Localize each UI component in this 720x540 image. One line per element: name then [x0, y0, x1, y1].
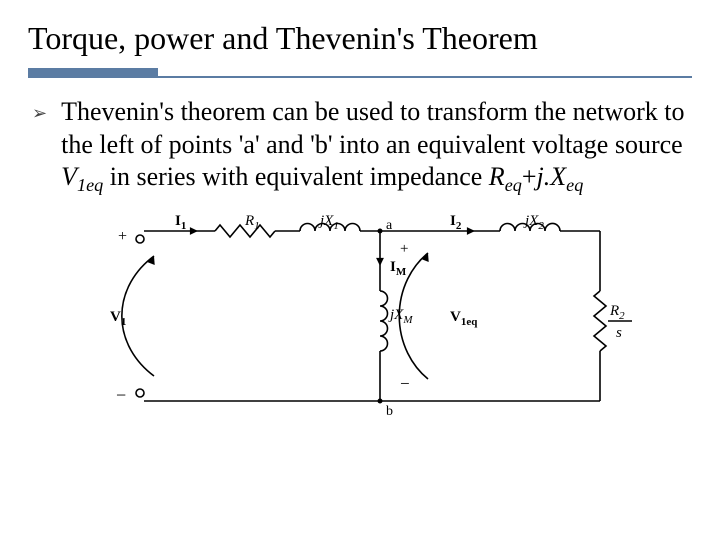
svg-text:V1: V1 [110, 309, 126, 328]
svg-text:V1eq: V1eq [450, 309, 478, 328]
svg-text:IM: IM [390, 259, 407, 278]
svg-text:+: + [118, 228, 127, 245]
underline-thick [28, 68, 158, 78]
svg-text:s: s [616, 325, 622, 341]
svg-text:−: − [116, 385, 126, 405]
svg-text:jXM: jXM [388, 307, 413, 326]
svg-text:I1: I1 [175, 213, 186, 232]
bullet-icon: ➢ [32, 98, 47, 128]
body-text: Thevenin's theorem can be used to transf… [61, 96, 688, 197]
svg-text:R1: R1 [244, 213, 260, 232]
svg-text:−: − [400, 374, 410, 393]
body-bullet-row: ➢ Thevenin's theorem can be used to tran… [28, 96, 692, 197]
svg-text:R2: R2 [609, 303, 625, 322]
svg-text:jX1: jX1 [318, 213, 339, 232]
svg-text:+: + [400, 241, 408, 257]
svg-text:b: b [386, 404, 393, 419]
slide-title: Torque, power and Thevenin's Theorem [28, 18, 692, 64]
underline-thin [158, 76, 692, 78]
title-underline [28, 66, 692, 78]
circuit-diagram: +−ab+−V1I1R1jX1IMjXMV1eqI2jX2R2s [80, 211, 640, 421]
svg-text:I2: I2 [450, 213, 462, 232]
svg-text:jX2: jX2 [523, 213, 544, 232]
